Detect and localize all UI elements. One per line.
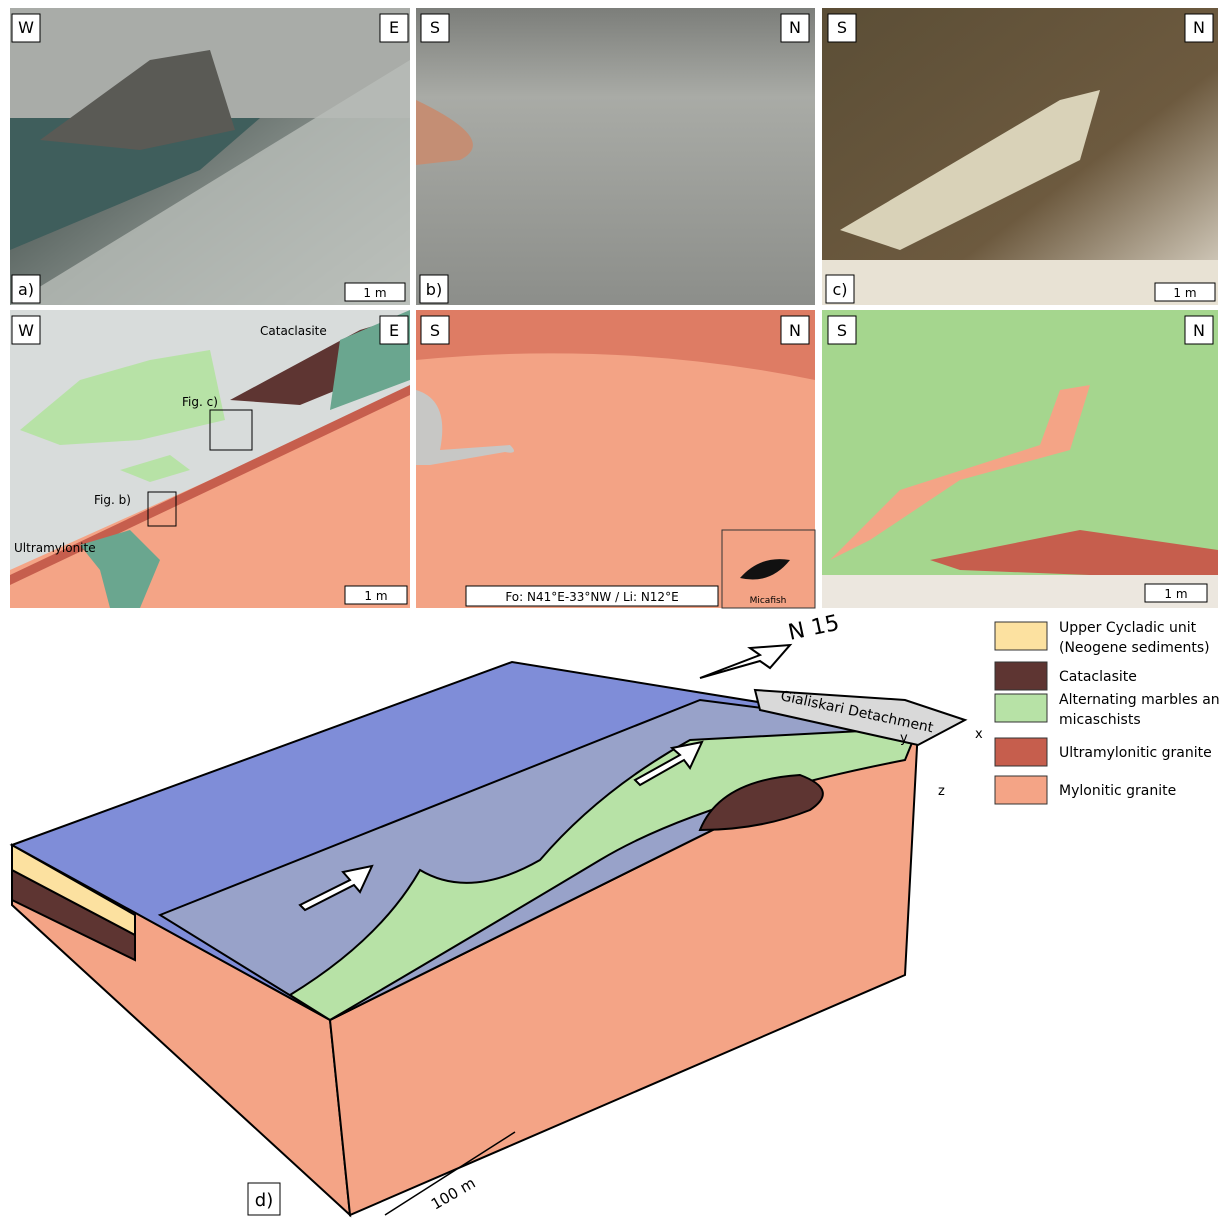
unit-label: Ultramylonite (14, 541, 96, 555)
legend: Upper Cycladic unit (Neogene sediments) Ca… (994, 620, 1220, 805)
photo-a (10, 8, 410, 305)
orientation-label: S (837, 18, 847, 37)
sketch-a (10, 310, 410, 608)
orientation-label: S (430, 321, 440, 340)
sketch-b (416, 310, 816, 609)
orientation-label: S (430, 18, 440, 37)
north-label: N 15 (786, 611, 842, 646)
photo-c (822, 8, 1218, 305)
legend-swatch (994, 693, 1048, 723)
caption: Fo: N41°E-33°NW / Li: N12°E (505, 590, 678, 604)
legend-label: Upper Cycladic unit (Neogene sediments) (1059, 620, 1210, 656)
panel-letter: c) (832, 280, 847, 299)
photo-b (416, 8, 815, 305)
scale-label: 1 m (363, 286, 386, 300)
inset-label: Micafish (750, 596, 787, 606)
panel-letter: a) (18, 280, 34, 299)
legend-label: Ultramylonitic granite (1059, 745, 1212, 761)
scale-label: 1 m (1164, 587, 1187, 601)
unit-label: Cataclasite (260, 324, 327, 338)
panel-letter: d) (255, 1190, 273, 1211)
legend-swatch (994, 621, 1048, 651)
orientation-label: W (18, 321, 34, 340)
block-diagram (9, 643, 968, 1218)
scale-label: 1 m (1173, 286, 1196, 300)
orientation-label: E (389, 18, 399, 37)
legend-swatch (994, 775, 1048, 805)
scale-label: 100 m (428, 1174, 479, 1214)
orientation-label: S (837, 321, 847, 340)
axis-label: z (938, 784, 945, 799)
axis-label: x (975, 727, 983, 742)
orientation-label: N (789, 321, 801, 340)
legend-swatch (994, 737, 1048, 767)
legend-label: Cataclasite (1059, 669, 1137, 685)
sketch-c (822, 310, 1218, 608)
orientation-label: N (1193, 321, 1205, 340)
figure-ref: Fig. c) (182, 395, 218, 409)
figure-ref: Fig. b) (94, 493, 131, 507)
legend-label: Alternating marbles and micaschists (1059, 692, 1220, 728)
legend-label: Mylonitic granite (1059, 783, 1176, 799)
axis-label: y (900, 731, 908, 746)
panel-letter: b) (426, 280, 442, 299)
legend-swatch (994, 661, 1048, 691)
corner-tags: W E S N S N a) b) c) 1 m 1 m W E S N S N… (11, 13, 1216, 607)
scale-label: 1 m (364, 589, 387, 603)
orientation-label: N (1193, 18, 1205, 37)
orientation-label: N (789, 18, 801, 37)
orientation-label: E (389, 321, 399, 340)
orientation-label: W (18, 18, 34, 37)
